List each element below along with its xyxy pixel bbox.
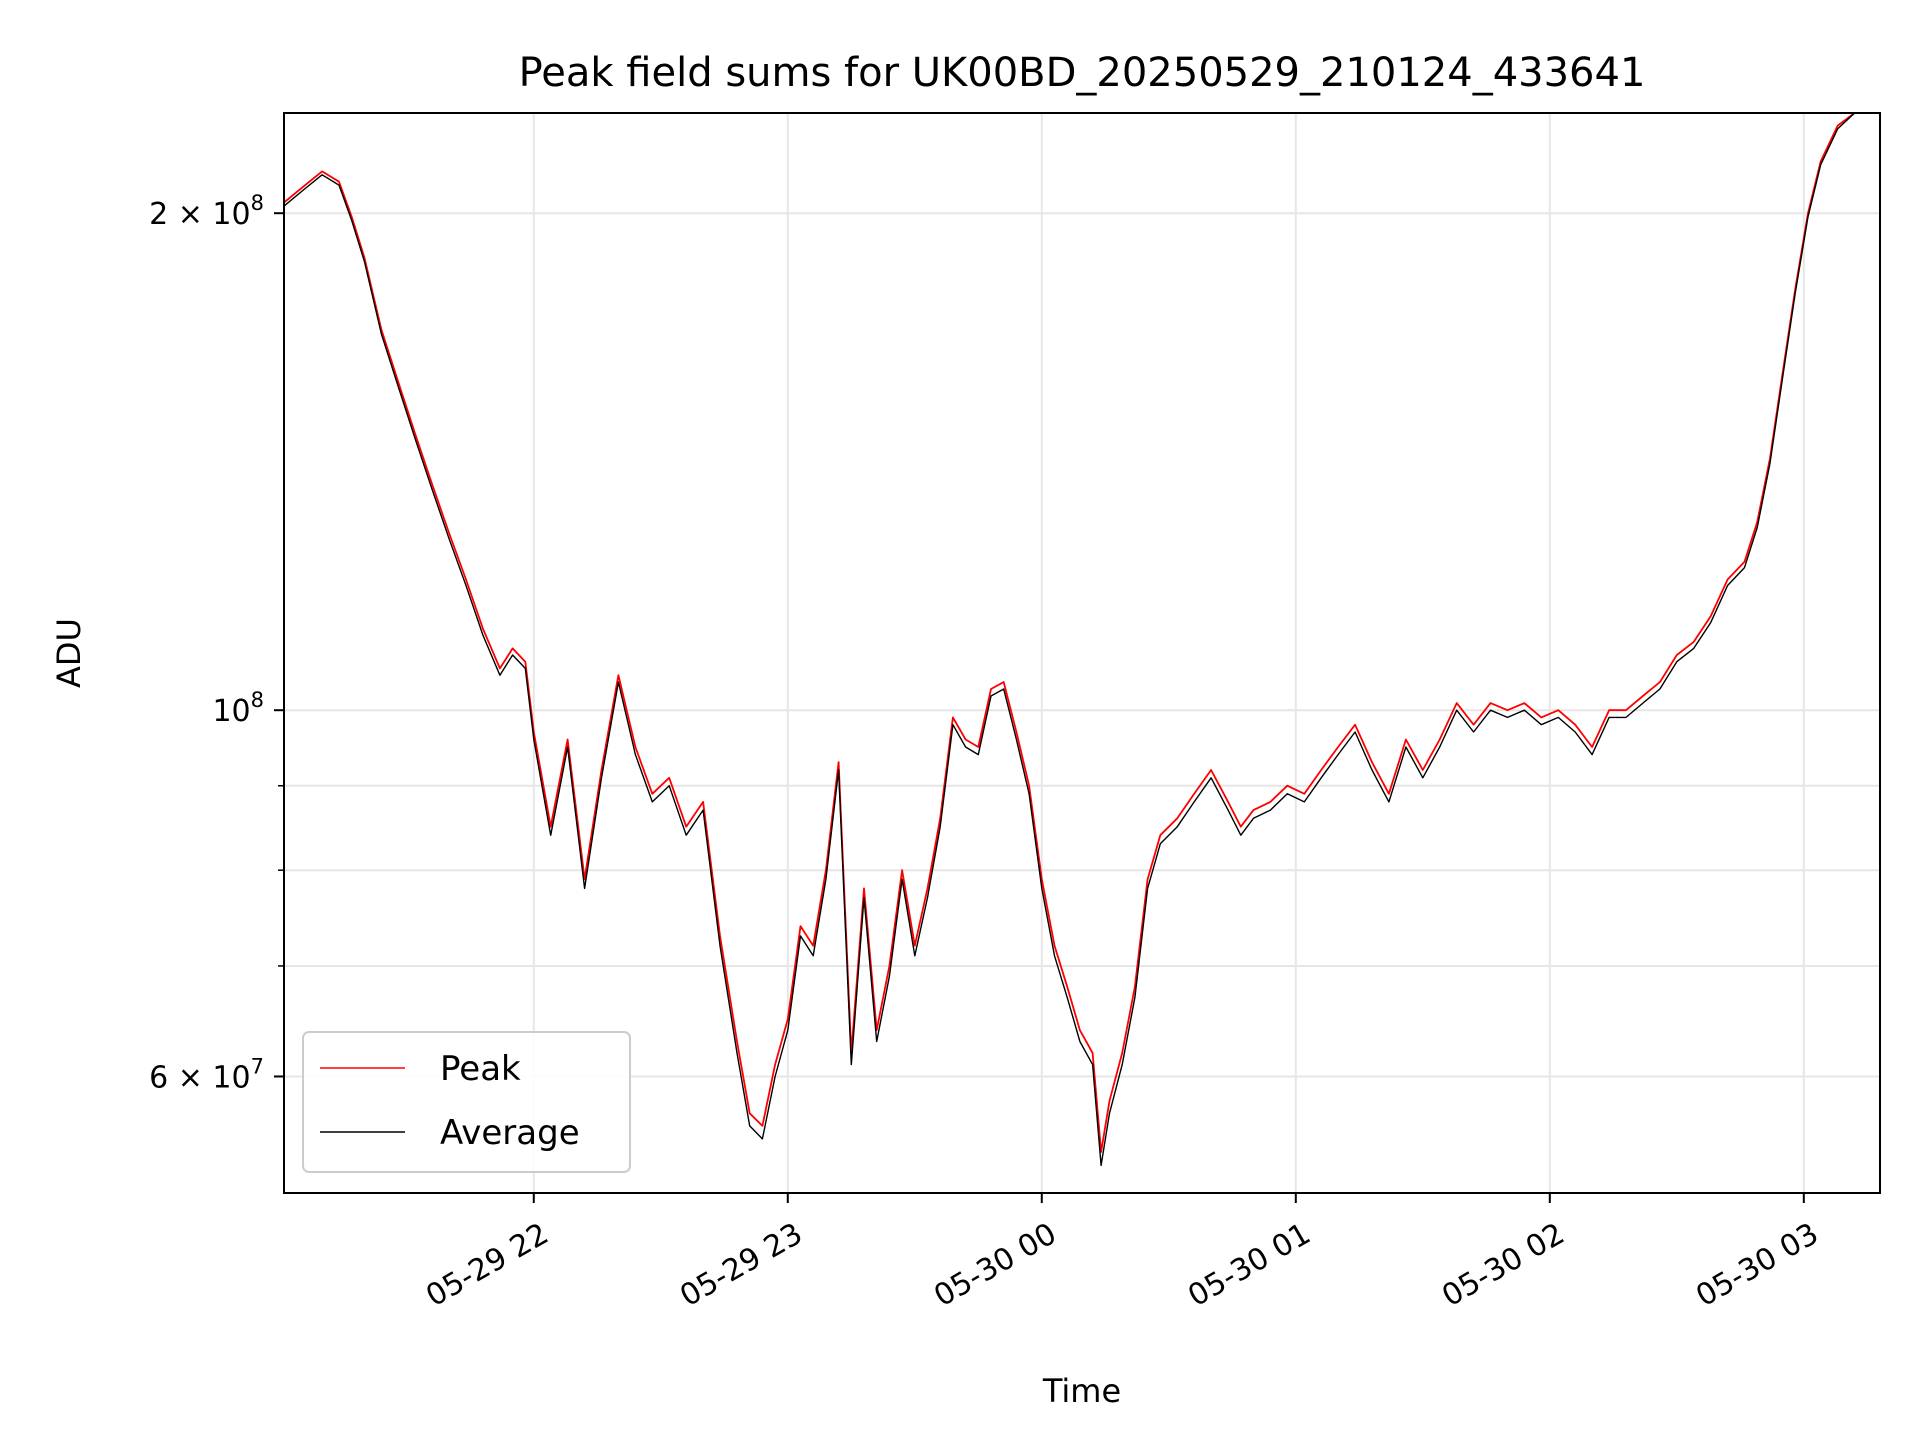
y-axis-label: ADU — [50, 618, 88, 688]
y-tick-label: 108 — [212, 688, 264, 729]
series-group — [283, 112, 1880, 1167]
legend-box — [302, 1031, 631, 1173]
y-tick-label: 2 × 108 — [149, 191, 264, 232]
legend: Peak Average — [302, 1031, 631, 1173]
x-axis-label: Time — [1042, 1372, 1121, 1410]
series-line-average — [283, 112, 1880, 1167]
y-tick-label: 6 × 107 — [149, 1054, 264, 1095]
plot-frame — [283, 112, 1881, 1194]
legend-label-average: Average — [440, 1113, 580, 1153]
series-line-peak — [283, 112, 1880, 1153]
chart-title: Peak field sums for UK00BD_20250529_2101… — [519, 50, 1646, 96]
legend-label-peak: Peak — [440, 1049, 521, 1089]
